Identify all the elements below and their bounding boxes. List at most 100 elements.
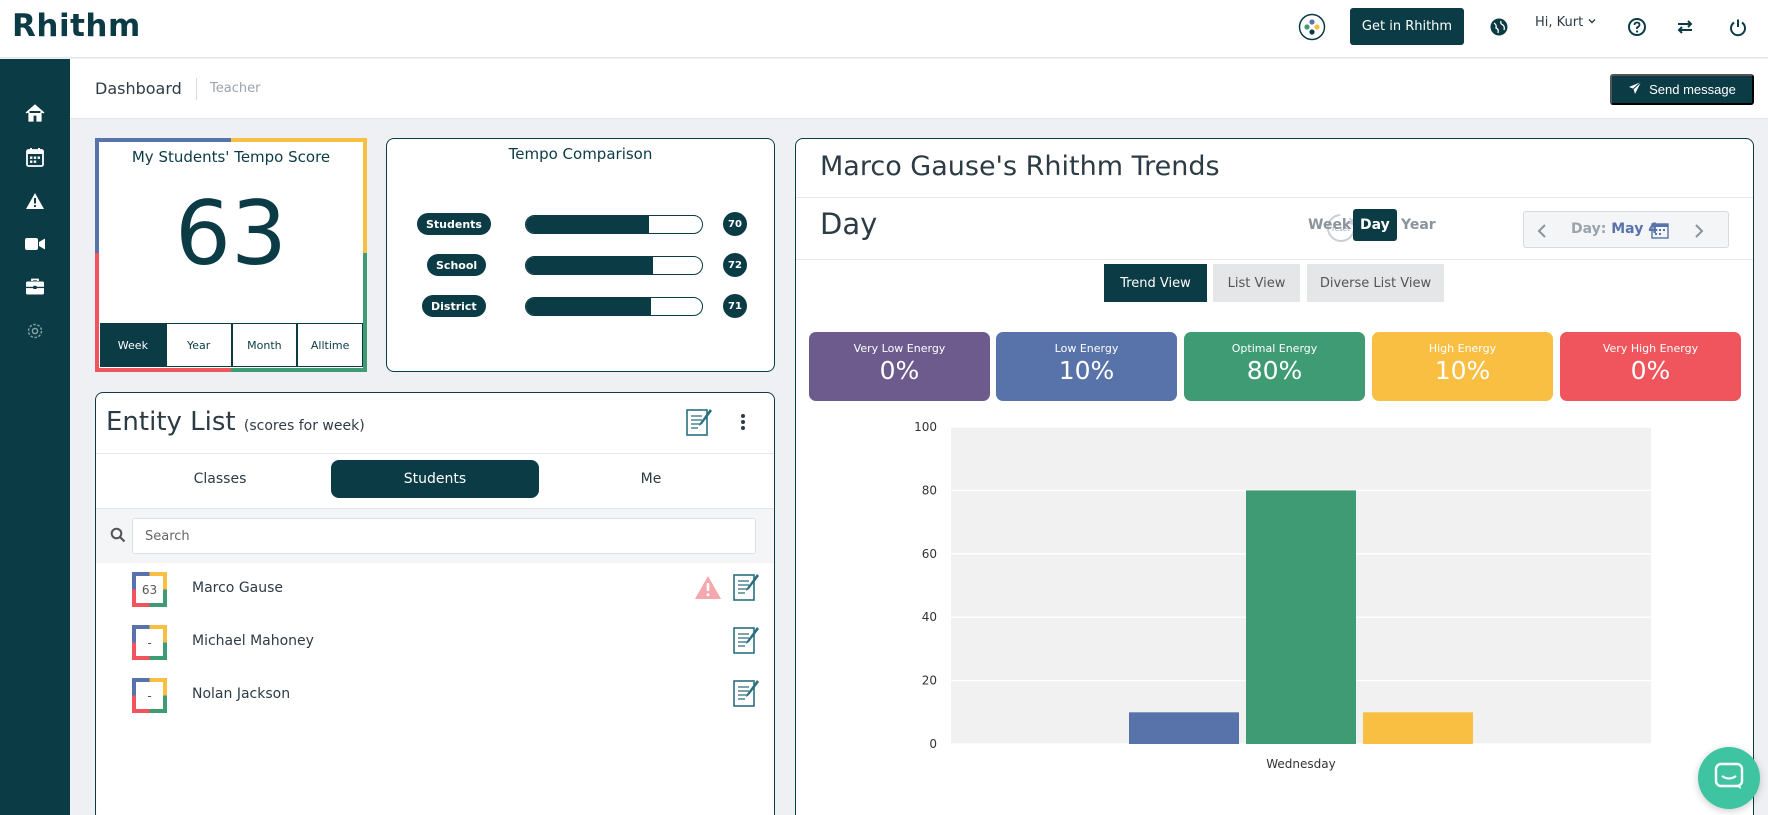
date-prefix: Day: bbox=[1571, 221, 1607, 237]
entity-tabs: Classes Students Me bbox=[96, 453, 774, 509]
more-options-icon[interactable] bbox=[740, 413, 746, 435]
chat-button[interactable] bbox=[1698, 747, 1760, 809]
range-alltime-button[interactable]: Alltime bbox=[297, 323, 363, 367]
range-month-button[interactable]: Month bbox=[231, 323, 298, 367]
y-tick-label: 100 bbox=[914, 420, 937, 434]
page-title: Dashboard bbox=[95, 79, 182, 98]
logo[interactable]: Rhithm bbox=[12, 8, 141, 44]
student-name[interactable]: Michael Mahoney bbox=[192, 633, 314, 649]
comparison-value: 70 bbox=[723, 212, 747, 236]
tempo-border bbox=[95, 138, 231, 142]
energy-low: Low Energy 10% bbox=[996, 332, 1177, 401]
help-icon[interactable] bbox=[1623, 13, 1651, 41]
divider bbox=[796, 259, 1753, 260]
tempo-border bbox=[363, 253, 367, 372]
period-year-button[interactable]: Year bbox=[1401, 217, 1436, 233]
switch-icon[interactable] bbox=[1671, 13, 1699, 41]
chevron-right-icon[interactable] bbox=[1694, 223, 1704, 242]
top-bar: Rhithm Get in Rhithm Hi, Kurt bbox=[0, 0, 1768, 58]
energy-very-high: Very High Energy 0% bbox=[1560, 332, 1741, 401]
tempo-border bbox=[95, 138, 99, 253]
energy-label: High Energy bbox=[1428, 342, 1497, 355]
trend-bar-chart: 0 20 40 60 80 100 Wednesday bbox=[914, 420, 1651, 771]
comparison-label: District bbox=[422, 295, 486, 317]
comparison-label: Students bbox=[417, 213, 491, 235]
tempo-border bbox=[231, 368, 367, 372]
entity-list-heading: Entity List bbox=[106, 407, 236, 437]
home-icon[interactable] bbox=[21, 99, 49, 127]
range-year-button[interactable]: Year bbox=[165, 323, 232, 367]
chart-bar bbox=[1129, 712, 1239, 744]
page-header: Dashboard Teacher Send message bbox=[70, 59, 1768, 119]
tab-students[interactable]: Students bbox=[331, 460, 539, 498]
student-score: - bbox=[137, 683, 162, 708]
range-week-button[interactable]: Week bbox=[100, 323, 166, 367]
student-name[interactable]: Nolan Jackson bbox=[192, 686, 291, 702]
y-tick-label: 20 bbox=[922, 674, 937, 688]
chart-bar bbox=[1246, 490, 1356, 744]
student-row[interactable]: - Nolan Jackson bbox=[96, 669, 774, 722]
sidebar bbox=[0, 59, 70, 815]
tempo-range-selector: Week Year Month Alltime bbox=[100, 323, 363, 367]
notes-icon[interactable] bbox=[686, 407, 712, 441]
period-week-button[interactable]: Week bbox=[1308, 217, 1352, 233]
comparison-value: 72 bbox=[723, 253, 747, 277]
comparison-bar-fill bbox=[526, 216, 650, 233]
search-bar bbox=[96, 509, 774, 563]
student-score: - bbox=[137, 630, 162, 655]
send-icon bbox=[1628, 81, 1642, 98]
notes-icon[interactable] bbox=[733, 572, 759, 606]
energy-high: High Energy 10% bbox=[1372, 332, 1553, 401]
search-input[interactable] bbox=[132, 518, 756, 554]
period-heading: Day bbox=[820, 207, 878, 241]
get-in-rhithm-button[interactable]: Get in Rhithm bbox=[1350, 8, 1464, 45]
alert-icon[interactable] bbox=[21, 187, 49, 215]
energy-value: 80% bbox=[1246, 356, 1303, 385]
x-tick-label: Wednesday bbox=[1266, 757, 1335, 771]
comparison-bar-fill bbox=[526, 257, 653, 274]
tab-me[interactable]: Me bbox=[640, 471, 662, 487]
integration-icon[interactable] bbox=[1298, 13, 1326, 41]
diverse-list-view-button[interactable]: Diverse List View bbox=[1307, 264, 1444, 302]
chat-icon bbox=[1714, 762, 1744, 794]
notes-icon[interactable] bbox=[733, 625, 759, 659]
student-score: 63 bbox=[137, 577, 162, 602]
calendar-icon[interactable] bbox=[1651, 222, 1669, 243]
list-view-button[interactable]: List View bbox=[1213, 264, 1300, 302]
student-row[interactable]: 63 Marco Gause bbox=[96, 563, 774, 616]
breadcrumb-divider bbox=[196, 78, 197, 100]
notes-icon[interactable] bbox=[733, 678, 759, 712]
energy-label: Very High Energy bbox=[1602, 342, 1699, 355]
tempo-score-title: My Students' Tempo Score bbox=[131, 148, 331, 166]
chart-bar bbox=[1363, 712, 1473, 744]
entity-list-actions bbox=[686, 407, 746, 441]
energy-value: 10% bbox=[1434, 356, 1491, 385]
energy-value: 0% bbox=[879, 356, 920, 385]
student-name[interactable]: Marco Gause bbox=[192, 580, 284, 596]
calendar-icon[interactable] bbox=[21, 143, 49, 171]
tab-classes[interactable]: Classes bbox=[193, 471, 247, 487]
power-icon[interactable] bbox=[1724, 13, 1752, 41]
comparison-bar bbox=[525, 215, 703, 234]
settings-icon[interactable] bbox=[21, 317, 49, 345]
warning-icon[interactable] bbox=[694, 575, 722, 604]
comparison-row-district: District 71 bbox=[417, 294, 757, 318]
trend-view-button[interactable]: Trend View bbox=[1104, 264, 1207, 302]
globe-icon[interactable] bbox=[1485, 13, 1513, 41]
divider bbox=[796, 197, 1753, 198]
energy-label: Low Energy bbox=[1054, 342, 1119, 355]
date-label: Day: May 4 bbox=[1571, 221, 1658, 237]
entity-list-title: Entity List (scores for week) bbox=[106, 407, 365, 437]
toolbox-icon[interactable] bbox=[21, 273, 49, 301]
period-day-button[interactable]: Day bbox=[1353, 209, 1397, 241]
send-message-button[interactable]: Send message bbox=[1610, 74, 1754, 105]
tempo-score-value: 63 bbox=[175, 182, 287, 285]
energy-label: Very Low Energy bbox=[853, 342, 946, 355]
entity-list-card: Entity List (scores for week) Classes St… bbox=[95, 392, 775, 815]
video-icon[interactable] bbox=[21, 230, 49, 258]
user-menu[interactable]: Hi, Kurt bbox=[1535, 15, 1597, 30]
chevron-left-icon[interactable] bbox=[1537, 223, 1547, 242]
energy-label: Optimal Energy bbox=[1231, 342, 1318, 355]
student-row[interactable]: - Michael Mahoney bbox=[96, 616, 774, 669]
date-navigator: Day: May 4 bbox=[1523, 211, 1729, 248]
